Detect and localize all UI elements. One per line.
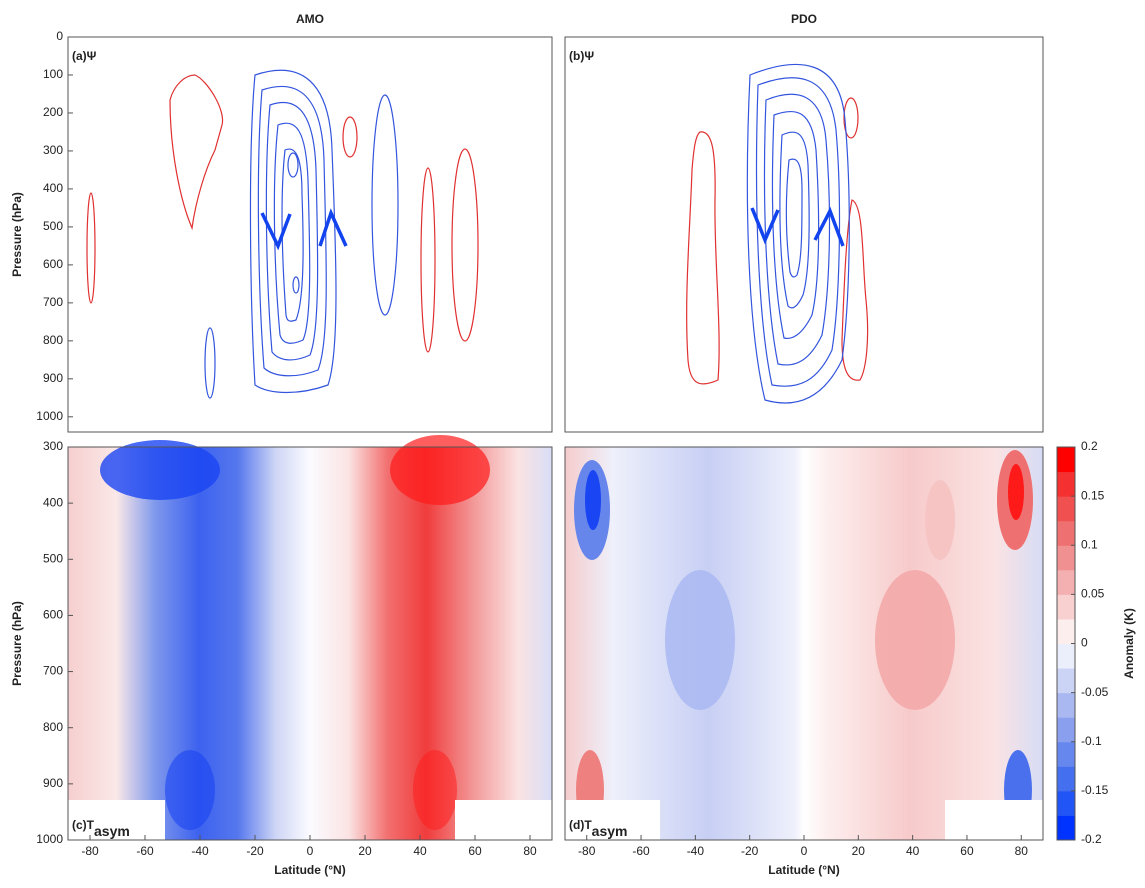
x-tick-label: -20 [246,844,264,858]
panel-label-sub: asym [592,823,628,839]
x-tick-label: -40 [191,844,209,858]
colorbar-tick-label: -0.05 [1081,685,1109,699]
x-tick-label: 40 [413,844,427,858]
y-tick-label: 400 [43,495,63,509]
panel-label-main: (a)Ψ [72,49,97,63]
colorbar-label: Anomaly (K) [1122,608,1136,679]
panel-label: (b)Ψ [569,49,594,63]
x-tick-label: 80 [523,844,537,858]
y-tick-label: 600 [43,257,63,271]
colorbar-band [1057,569,1075,595]
y-tick-label: 800 [43,720,63,734]
y-tick-label: 700 [43,295,63,309]
panel-label: (c)Tasym [72,818,130,839]
colorbar-band [1057,692,1075,718]
panel-label-main: (d)T [569,818,592,832]
y-tick-label: 100 [43,67,63,81]
y-tick-label: 200 [43,105,63,119]
y-tick-label: 800 [43,333,63,347]
colorbar-tick-label: 0.15 [1081,488,1105,502]
colorbar-band [1057,766,1075,792]
panel-label: (a)Ψ [72,49,97,63]
x-tick-label: 0 [307,844,314,858]
colorbar-band [1057,594,1075,620]
y-tick-label: 500 [43,219,63,233]
x-axis-label: Latitude (°N) [274,863,345,877]
colorbar-band [1057,471,1075,497]
colorbar-tick-label: 0 [1081,636,1088,650]
x-tick-label: 40 [906,844,920,858]
colorbar-tick-label: 0.05 [1081,587,1105,601]
y-tick-label: 900 [43,776,63,790]
x-tick-label: 0 [801,844,808,858]
colorbar-band [1057,643,1075,669]
colorbar-band [1057,496,1075,522]
colorbar-band [1057,741,1075,767]
colorbar-tick-label: -0.2 [1081,832,1102,846]
colorbar-band [1057,668,1075,694]
x-tick-label: -20 [741,844,759,858]
colorbar-tick-label: -0.1 [1081,734,1102,748]
colorbar-tick-label: 0.2 [1081,439,1098,453]
y-tick-label: 300 [43,143,63,157]
field-d [565,447,1043,840]
colorbar-band [1057,545,1075,571]
x-tick-label: -60 [632,844,650,858]
colorbar-tick-label: -0.15 [1081,783,1109,797]
plot-frame [67,36,553,433]
x-axis-label: Latitude (°N) [768,863,839,877]
colorbar-band [1057,520,1075,546]
x-tick-label: 80 [1015,844,1029,858]
colorbar-band [1057,717,1075,743]
y-tick-label: 1000 [36,409,63,423]
x-tick-label: -40 [687,844,705,858]
contours-a [86,69,479,399]
y-tick-label: 900 [43,371,63,385]
y-tick-label: 500 [43,551,63,565]
x-tick-label: 20 [358,844,372,858]
field-c [68,435,552,840]
panel-title: AMO [296,12,324,26]
y-axis-label: Pressure (hPa) [10,601,24,686]
panel-label-main: (c)T [72,818,95,832]
colorbar-band [1057,790,1075,816]
contours-b [686,63,869,404]
panel-label: (d)Tasym [569,818,627,839]
x-tick-label: -80 [578,844,596,858]
colorbar-band [1057,618,1075,644]
x-tick-label: -80 [81,844,99,858]
x-tick-label: -60 [136,844,154,858]
x-tick-label: 60 [468,844,482,858]
y-tick-label: 700 [43,664,63,678]
colorbar-band [1057,447,1075,473]
y-axis-label: Pressure (hPa) [10,192,24,277]
y-tick-label: 1000 [36,832,63,846]
y-tick-label: 0 [56,29,63,43]
colorbar-band [1057,815,1075,841]
colorbar-tick-label: 0.1 [1081,537,1098,551]
panel-title: PDO [791,12,817,26]
panel-label-main: (b)Ψ [569,49,594,63]
plot-frame [564,36,1044,433]
x-tick-label: 60 [960,844,974,858]
y-tick-label: 600 [43,608,63,622]
x-tick-label: 20 [852,844,866,858]
panel-label-sub: asym [94,823,130,839]
y-tick-label: 300 [43,439,63,453]
y-tick-label: 400 [43,181,63,195]
